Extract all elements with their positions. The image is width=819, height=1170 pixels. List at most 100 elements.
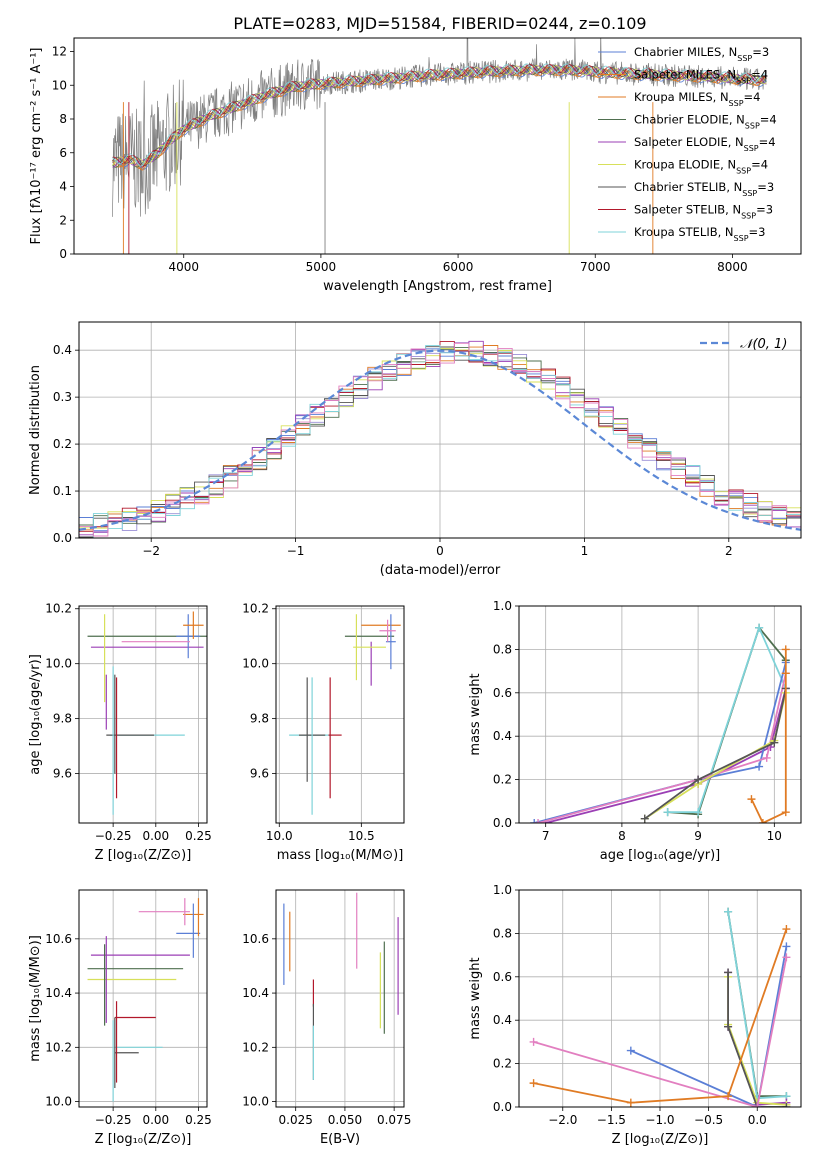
histogram-step <box>79 342 801 538</box>
x-tick-label: 5000 <box>306 260 337 274</box>
gaussian-curve <box>79 349 801 531</box>
y-tick-label: 9.8 <box>250 712 269 726</box>
y-tick-label: 9.6 <box>53 767 72 781</box>
plot-area <box>530 623 790 823</box>
y-tick-label: 0 <box>59 247 67 261</box>
model-spectrum-line <box>112 64 767 167</box>
chart-mass-vs-EBV: 0.025 0.050 0.075 10.0 10.2 10.4 10.6 E(B-V) <box>242 889 411 1147</box>
x-tick-label: 0.050 <box>328 1113 362 1127</box>
series-marker <box>762 753 771 762</box>
errorbar-point <box>379 619 396 642</box>
y-tick-label: 10.4 <box>45 986 72 1000</box>
y-tick-label: 0.2 <box>493 773 512 787</box>
y-axis-label: mass [log₁₀(M/M⊙)] <box>28 935 43 1062</box>
y-tick-label: 0.2 <box>493 1057 512 1071</box>
series-marker <box>529 1037 538 1046</box>
y-tick-label: 9.8 <box>53 712 72 726</box>
series-marker <box>724 1022 733 1031</box>
y-tick-label: 0.0 <box>493 816 512 830</box>
legend-entry: Salpeter MILES, NSSP=4 <box>634 68 768 86</box>
y-axis-label: Flux [fλ10⁻¹⁷ erg cm⁻² s⁻¹ A⁻¹] <box>29 48 44 245</box>
chart-mass-vs-Z: −0.25 0.00 0.25 10.0 10.2 10.4 10.6 Z [log₁₀(Z/… <box>28 889 212 1147</box>
x-tick-label: 0.025 <box>279 1113 313 1127</box>
plot-area <box>87 611 207 815</box>
x-tick-label: 8000 <box>717 260 748 274</box>
errorbar-point <box>176 614 201 659</box>
x-tick-label: 0.25 <box>185 1113 212 1127</box>
x-tick-label: −0.25 <box>95 829 132 843</box>
y-tick-label: 8 <box>59 112 67 126</box>
x-tick-label: 0.0 <box>748 1113 767 1127</box>
legend: Chabrier MILES, NSSP=3 Salpeter MILES, NS… <box>598 45 777 243</box>
x-tick-label: 9 <box>694 829 702 843</box>
x-axis-label: Z [log₁₀(Z/Z⊙)] <box>95 848 192 863</box>
x-tick-label: 0.00 <box>142 829 169 843</box>
y-axis-label: age [log₁₀(age/yr)] <box>28 654 43 775</box>
chart-age-vs-mass: 10.0 10.5 9.6 9.8 10.0 10.2 mass [log₁₀(M/M⊙)] <box>242 602 405 863</box>
y-tick-label: 1.0 <box>493 599 512 613</box>
x-tick-label: 7000 <box>580 260 611 274</box>
series-marker <box>529 1079 538 1088</box>
x-tick-label: 0.00 <box>142 1113 169 1127</box>
x-tick-label: −1.0 <box>645 1113 674 1127</box>
y-tick-label: 0.4 <box>53 343 72 357</box>
series-line <box>533 928 788 1104</box>
y-tick-label: 0.4 <box>493 729 512 743</box>
series-marker <box>781 669 790 678</box>
series-marker <box>640 814 649 823</box>
axes-frame <box>78 321 802 539</box>
figure-title: PLATE=0283, MJD=51584, FIBERID=0244, z=0… <box>233 14 646 33</box>
series-marker <box>534 819 543 823</box>
x-axis-label: Z [log₁₀(Z/Z⊙)] <box>95 1132 192 1147</box>
y-tick-label: 0.3 <box>53 390 72 404</box>
weight-series <box>529 925 791 1107</box>
series-marker <box>782 925 791 934</box>
model-spectrum-line <box>112 66 767 171</box>
x-axis-label: (data-model)/error <box>380 563 501 578</box>
x-tick-label: 8 <box>618 829 626 843</box>
y-tick-label: 1.0 <box>493 883 512 897</box>
y-tick-label: 10 <box>52 78 67 92</box>
y-tick-label: 4 <box>59 180 67 194</box>
legend-entry: Salpeter STELIB, NSSP=3 <box>634 203 773 221</box>
x-tick-label: 2 <box>725 544 733 558</box>
x-axis-label: Z [log₁₀(Z/Z⊙)] <box>612 1132 709 1147</box>
series-line <box>644 692 787 820</box>
axes-frame <box>275 605 405 824</box>
y-axis-label: mass weight <box>468 957 483 1039</box>
axes-frame <box>518 889 802 1108</box>
y-tick-label: 6 <box>59 146 67 160</box>
weight-series <box>724 907 791 1103</box>
series-line <box>537 673 787 823</box>
series-line <box>533 957 788 1107</box>
x-tick-label: 4000 <box>168 260 199 274</box>
legend-entry: Chabrier STELIB, NSSP=3 <box>634 180 774 198</box>
axes-frame <box>518 605 802 824</box>
plot-area <box>289 614 401 815</box>
x-axis-label: wavelength [Angstrom, rest frame] <box>323 279 552 294</box>
y-tick-label: 0.8 <box>493 642 512 656</box>
model-spectrum-line <box>112 64 767 166</box>
x-axis-label: mass [log₁₀(M/M⊙)] <box>277 848 404 863</box>
series-marker <box>782 1103 791 1107</box>
legend-entry: Chabrier MILES, NSSP=3 <box>634 45 769 63</box>
y-tick-label: 10.0 <box>242 1095 269 1109</box>
series-marker <box>758 819 767 823</box>
x-tick-label: −2 <box>142 544 160 558</box>
series-marker <box>724 1092 733 1101</box>
chart-weight-vs-age: 7 8 9 10 0.0 0.2 0.4 0.6 0.8 1.0 age [log₁₀(age/yr… <box>468 599 802 863</box>
axes-frame <box>73 37 802 255</box>
y-tick-label: 10.2 <box>45 602 72 616</box>
axes-frame <box>78 889 208 1108</box>
series-marker <box>747 795 756 804</box>
x-tick-label: 0.25 <box>185 829 212 843</box>
legend: 𝒩(0, 1) <box>700 337 787 352</box>
x-tick-label: 10 <box>767 829 782 843</box>
x-tick-label: −0.25 <box>95 1113 132 1127</box>
legend-entry: Salpeter ELODIE, NSSP=4 <box>634 135 776 153</box>
y-tick-label: 12 <box>52 45 67 59</box>
series-marker <box>694 808 703 817</box>
chart-spectrum: 4000 5000 6000 7000 8000 0 2 4 6 8 10 12 wavelength … <box>29 37 802 294</box>
y-tick-label: 0.2 <box>53 437 72 451</box>
x-tick-label: −1 <box>287 544 305 558</box>
